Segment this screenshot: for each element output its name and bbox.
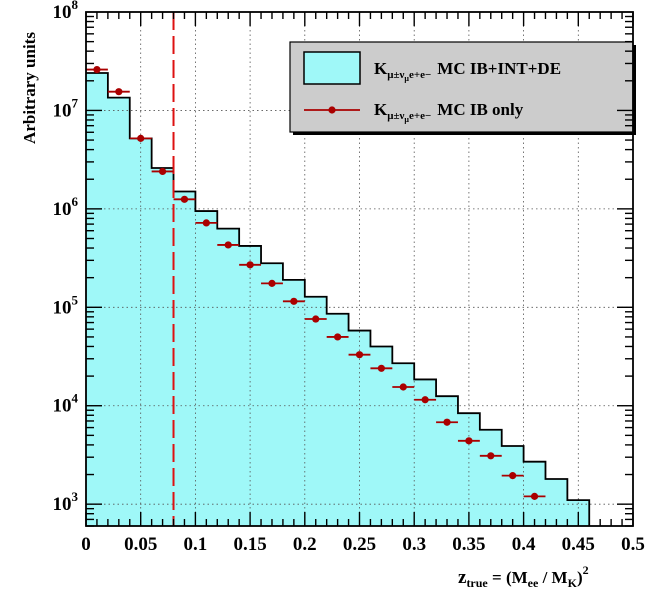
- y-tick-label: 105: [53, 292, 79, 318]
- data-point: [443, 418, 451, 426]
- x-tick-label: 0.05: [124, 534, 157, 555]
- x-axis-title: ztrue = (Mee / MK)2: [458, 563, 589, 590]
- y-tick-label: 104: [53, 391, 79, 417]
- histogram-bar: [545, 479, 567, 526]
- histogram-bar: [86, 73, 108, 526]
- y-tick-exponent: 8: [72, 0, 79, 12]
- x-tick-label: 0.35: [452, 534, 485, 555]
- histogram-bar: [283, 280, 305, 526]
- histogram-bar: [349, 331, 371, 526]
- x-tick-label: 0.25: [343, 534, 376, 555]
- data-point: [224, 241, 232, 249]
- histogram-bar: [152, 168, 174, 526]
- legend-label-part: MC IB+INT+DE: [437, 59, 561, 78]
- data-point: [202, 219, 210, 227]
- legend-label-part: K: [374, 100, 388, 119]
- x-tick-label: 0.15: [233, 534, 266, 555]
- data-point: [355, 351, 364, 359]
- histogram-bar: [305, 297, 327, 526]
- y-tick-base: 10: [53, 2, 72, 23]
- legend-label-part: MC IB only: [437, 100, 523, 119]
- legend-label-part: K: [374, 59, 388, 78]
- histogram-bar: [174, 192, 196, 526]
- plot-area: [86, 12, 633, 527]
- histogram-bar: [217, 229, 239, 526]
- x-tick-label: 0.4: [512, 534, 536, 555]
- data-point: [487, 452, 495, 460]
- data-point: [93, 65, 101, 74]
- x-tick-label: 0: [81, 534, 91, 555]
- data-point: [334, 333, 342, 341]
- legend-label-part: e+e−: [409, 69, 431, 81]
- data-point: [268, 279, 276, 287]
- data-point: [509, 472, 517, 480]
- x-tick-label: 0.45: [562, 534, 595, 555]
- legend-label-part: μ±ν: [387, 69, 404, 81]
- legend-label-part: μ: [404, 115, 409, 124]
- y-tick-label: 107: [53, 95, 79, 121]
- data-point: [399, 383, 407, 391]
- legend-label-ib-int-de: Kμ±νμe+e− MC IB+INT+DE: [374, 59, 561, 83]
- legend-swatch-histogram: [303, 51, 361, 85]
- data-point: [377, 364, 385, 372]
- data-point: [465, 437, 473, 445]
- histogram-bar: [370, 346, 392, 526]
- y-tick-base: 10: [53, 100, 72, 121]
- y-tick-base: 10: [53, 396, 72, 417]
- data-point: [158, 167, 167, 176]
- legend-label-part: μ: [404, 74, 409, 83]
- x-tick-label: 0.3: [402, 534, 426, 555]
- histogram-bar: [327, 314, 349, 526]
- histogram-bar: [458, 413, 480, 526]
- x-tick-label: 0.2: [293, 534, 317, 555]
- histogram-bar: [261, 263, 283, 526]
- y-tick-exponent: 3: [72, 489, 79, 504]
- legend-swatch-marker: [328, 106, 336, 114]
- y-tick-exponent: 7: [72, 95, 79, 110]
- histogram-bar: [195, 211, 217, 526]
- histogram-bar: [130, 138, 152, 526]
- histogram-bar: [480, 430, 502, 526]
- y-tick-base: 10: [53, 297, 72, 318]
- histogram-bar: [502, 446, 524, 526]
- y-tick-exponent: 5: [72, 292, 79, 307]
- y-tick-label: 108: [53, 0, 79, 23]
- y-tick-label: 103: [53, 489, 79, 515]
- data-point: [137, 134, 145, 142]
- histogram-bar: [239, 246, 261, 526]
- x-tick-label: 0.1: [184, 534, 208, 555]
- data-point: [530, 492, 539, 500]
- y-tick-base: 10: [53, 199, 72, 220]
- legend-label-ib-only: Kμ±νμe+e− MC IB only: [374, 100, 524, 124]
- data-point: [290, 297, 298, 305]
- data-point: [312, 315, 320, 323]
- axes: 0 0.05 0.1 0.15 0.2 0.25 0.3 0.35 0.4 0.45 0.51031…: [53, 0, 645, 555]
- data-point: [180, 195, 189, 203]
- y-tick-exponent: 6: [72, 194, 79, 209]
- y-tick-label: 106: [53, 194, 79, 220]
- x-tick-label: 0.5: [621, 534, 645, 555]
- data-point: [115, 88, 123, 96]
- data-point: [246, 261, 254, 269]
- data-point: [421, 396, 429, 404]
- legend-label-part: μ±ν: [387, 110, 404, 122]
- legend-label-part: e+e−: [409, 110, 431, 122]
- y-tick-base: 10: [53, 494, 72, 515]
- histogram-fill: [86, 73, 633, 527]
- histogram-bar: [108, 98, 130, 526]
- y-axis-title: Arbitrary units: [20, 32, 39, 144]
- histogram-bar: [436, 396, 458, 526]
- y-tick-exponent: 4: [72, 391, 79, 406]
